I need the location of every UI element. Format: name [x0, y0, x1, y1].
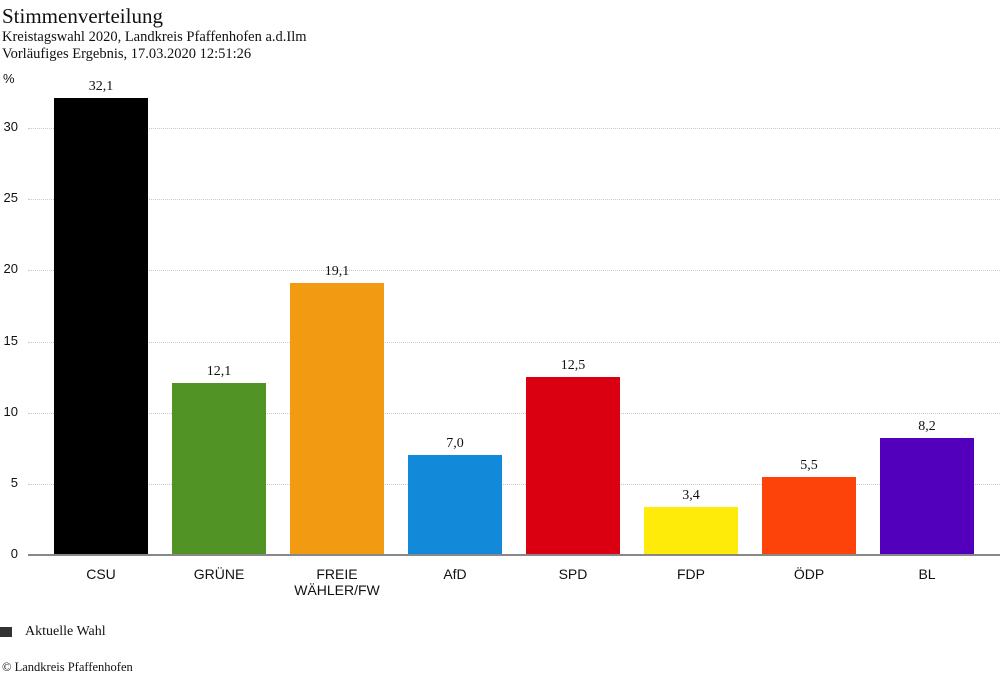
gridline [28, 128, 1000, 129]
bar-csu[interactable] [54, 98, 148, 555]
bar-bl[interactable] [880, 438, 974, 555]
y-tick-label: 5 [10, 475, 18, 490]
value-label: 19,1 [324, 264, 350, 279]
gridline [28, 199, 1000, 200]
legend-label: Aktuelle Wahl [25, 624, 106, 639]
value-label: 12,5 [560, 358, 586, 373]
y-tick-label: 10 [3, 404, 18, 419]
category-label: FDP [677, 566, 705, 582]
chart-title: Stimmenverteilung [2, 4, 163, 28]
y-axis-unit: % [3, 71, 15, 86]
value-label: 7,0 [446, 436, 464, 451]
chart-subtitle: Kreistagswahl 2020, Landkreis Pfaffenhof… [2, 29, 307, 45]
category-label: GRÜNE [193, 566, 245, 582]
category-label: CSU [86, 566, 116, 582]
y-tick-label: 25 [3, 190, 18, 205]
value-label: 5,5 [800, 458, 818, 473]
value-label: 8,2 [918, 419, 936, 434]
bar-freie-wähler-fw[interactable] [290, 283, 384, 555]
value-label: 3,4 [682, 488, 700, 503]
value-label: 32,1 [88, 79, 114, 94]
copyright-notice: © Landkreis Pfaffenhofen [2, 660, 133, 674]
gridline [28, 484, 1000, 485]
y-tick-label: 0 [10, 546, 18, 561]
gridline [28, 270, 1000, 271]
category-label: ÖDP [793, 566, 825, 582]
category-label: AfD [443, 566, 467, 582]
category-label: FREIE WÄHLER/FW [294, 566, 380, 598]
bar-fdp[interactable] [644, 507, 738, 555]
legend-swatch [0, 627, 12, 637]
y-tick-label: 20 [3, 261, 18, 276]
category-label: SPD [558, 566, 588, 582]
legend: Aktuelle Wahl [0, 624, 106, 640]
gridline [28, 342, 1000, 343]
chart-timestamp: Vorläufiges Ergebnis, 17.03.2020 12:51:2… [2, 46, 252, 62]
bar-grüne[interactable] [172, 383, 266, 555]
y-tick-label: 30 [3, 119, 18, 134]
bar-spd[interactable] [526, 377, 620, 555]
y-tick-label: 15 [3, 333, 18, 348]
category-label: BL [918, 566, 936, 582]
bar-afd[interactable] [408, 455, 502, 555]
value-label: 12,1 [206, 364, 232, 379]
x-axis-line [28, 554, 1000, 556]
gridline [28, 413, 1000, 414]
bar-ödp[interactable] [762, 477, 856, 555]
